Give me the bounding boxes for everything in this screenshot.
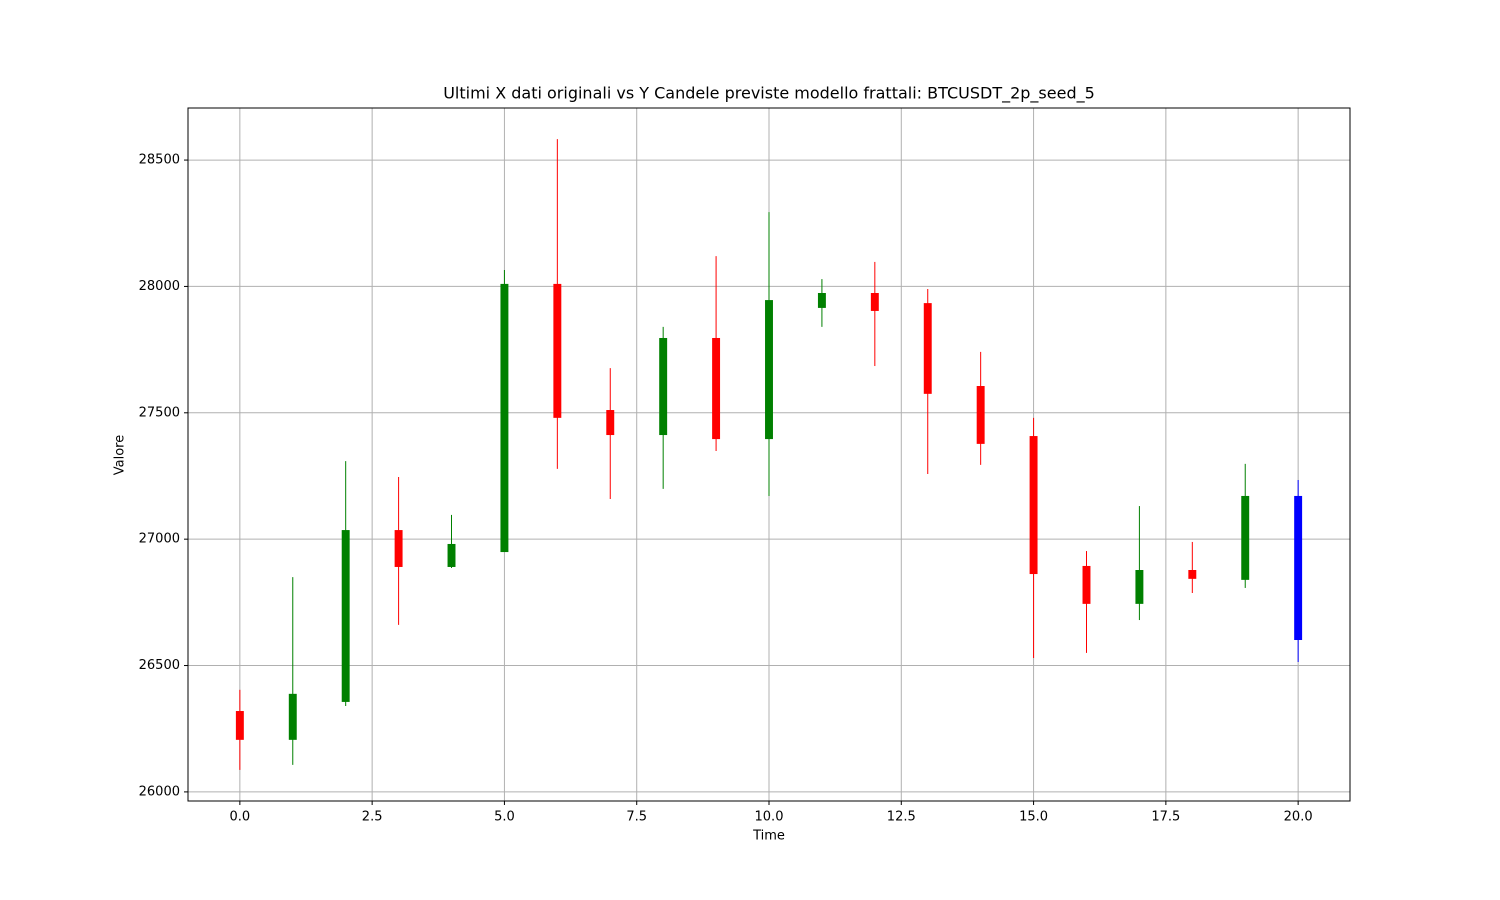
x-tick-label: 17.5 bbox=[1151, 810, 1180, 825]
x-tick-label: 20.0 bbox=[1284, 810, 1313, 825]
candle-body bbox=[1188, 570, 1197, 579]
plot-frame bbox=[187, 107, 1351, 802]
y-tick-label: 27000 bbox=[139, 532, 180, 547]
x-tick-label: 15.0 bbox=[1019, 810, 1048, 825]
candle-body bbox=[870, 293, 879, 311]
candle-body bbox=[659, 337, 668, 436]
candle-body bbox=[341, 530, 350, 702]
x-tick-label: 10.0 bbox=[755, 810, 784, 825]
candle-body bbox=[500, 283, 509, 553]
y-tick-label: 26500 bbox=[139, 658, 180, 673]
x-tick-label: 0.0 bbox=[230, 810, 251, 825]
candle-body bbox=[1082, 565, 1091, 604]
x-tick-label: 12.5 bbox=[887, 810, 916, 825]
candle-body bbox=[817, 293, 826, 308]
candle-body bbox=[1294, 495, 1303, 641]
candle-body bbox=[976, 386, 985, 444]
candle-body bbox=[553, 283, 562, 418]
candle-body bbox=[765, 300, 773, 440]
candle-body bbox=[394, 530, 403, 567]
y-tick-label: 26000 bbox=[139, 784, 180, 799]
x-tick-label: 2.5 bbox=[362, 810, 383, 825]
y-tick-label: 28000 bbox=[139, 279, 180, 294]
candle-body bbox=[235, 711, 244, 740]
candle-body bbox=[288, 693, 297, 740]
chart-title: Ultimi X dati originali vs Y Candele pre… bbox=[443, 84, 1095, 104]
y-tick-label: 28500 bbox=[139, 153, 180, 168]
y-tick-label: 27500 bbox=[139, 405, 180, 420]
candle-body bbox=[447, 543, 456, 567]
x-tick-label: 5.0 bbox=[494, 810, 515, 825]
candle-body bbox=[1135, 570, 1144, 604]
y-axis-label: Valore bbox=[113, 435, 128, 475]
candle-body bbox=[712, 337, 721, 440]
x-tick-label: 7.5 bbox=[626, 810, 647, 825]
x-axis-label: Time bbox=[752, 829, 785, 844]
candle-body bbox=[1029, 436, 1038, 575]
candle-body bbox=[1241, 495, 1250, 580]
candle-body bbox=[606, 410, 615, 436]
candle-body bbox=[923, 303, 932, 394]
